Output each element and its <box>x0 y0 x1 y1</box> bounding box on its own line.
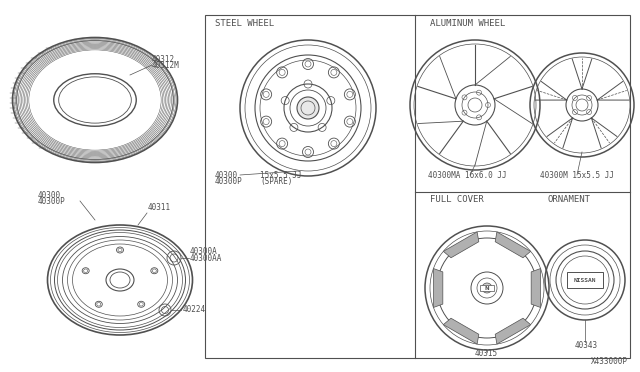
Text: 40312: 40312 <box>152 55 175 64</box>
Text: ALUMINUM WHEEL: ALUMINUM WHEEL <box>430 19 505 28</box>
Text: ORNAMENT: ORNAMENT <box>548 195 591 204</box>
Text: 15x5.5 JJ: 15x5.5 JJ <box>260 171 301 180</box>
Text: 40311: 40311 <box>148 203 171 212</box>
Text: 40300: 40300 <box>215 171 238 180</box>
Polygon shape <box>495 232 531 258</box>
Text: 40343: 40343 <box>575 341 598 350</box>
Text: 40300P: 40300P <box>215 177 243 186</box>
Polygon shape <box>433 269 443 308</box>
Text: STEEL WHEEL: STEEL WHEEL <box>215 19 274 28</box>
Circle shape <box>297 97 319 119</box>
Text: 40224: 40224 <box>183 305 206 314</box>
Polygon shape <box>531 269 541 308</box>
Text: 40315: 40315 <box>475 349 498 358</box>
Text: X433000P: X433000P <box>591 357 628 366</box>
Text: 40300A: 40300A <box>190 247 218 256</box>
Text: 40300MA 16x6.0 JJ: 40300MA 16x6.0 JJ <box>428 171 507 180</box>
Text: FULL COVER: FULL COVER <box>430 195 484 204</box>
Text: 40300: 40300 <box>38 191 61 200</box>
Polygon shape <box>444 232 479 258</box>
Polygon shape <box>444 318 479 344</box>
FancyBboxPatch shape <box>567 272 603 288</box>
Text: N: N <box>484 285 490 291</box>
Text: 40300M 15x5.5 JJ: 40300M 15x5.5 JJ <box>540 171 614 180</box>
Bar <box>480 285 494 291</box>
Text: 40300AA: 40300AA <box>190 254 222 263</box>
Text: 40312M: 40312M <box>152 61 180 70</box>
Text: 40300P: 40300P <box>38 197 66 206</box>
Bar <box>205 15 630 358</box>
Text: (SPARE): (SPARE) <box>260 177 292 186</box>
Text: NISSAN: NISSAN <box>573 278 596 282</box>
Polygon shape <box>495 318 531 344</box>
Circle shape <box>482 283 492 293</box>
